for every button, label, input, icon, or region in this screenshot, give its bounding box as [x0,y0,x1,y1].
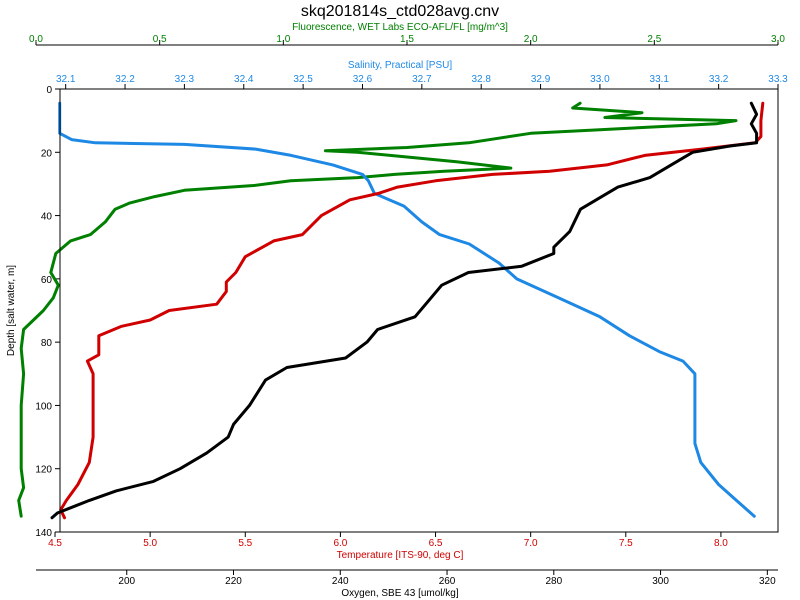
temperature-axis-title: Temperature [ITS-90, deg C] [337,550,464,561]
oxygen-axis-tick-label: 300 [652,576,669,587]
chart-title: skq201814s_ctd028avg.cnv [301,3,499,20]
temperature-axis-tick-label: 7.0 [524,538,538,549]
salinity-axis-tick-label: 32.8 [471,74,491,85]
axes-layer: 0 20 40 60 80 100 120 140 Depth [salt water, m] 0… [6,22,788,599]
oxygen-axis-tick-label: 280 [545,576,562,587]
oxygen-axis-tick-label: 260 [439,576,456,587]
oxygen-axis-tick-label: 200 [118,576,135,587]
y-axis-tick-label: 60 [41,275,53,286]
y-axis-tick-label: 120 [35,465,52,476]
fluorescence-axis-tick-label: 1.0 [276,34,290,45]
fluorescence-axis-title: Fluorescence, WET Labs ECO-AFL/FL [mg/m^… [292,22,508,33]
salinity-profile-line [58,101,756,518]
temperature-axis-tick-label: 8.0 [714,538,728,549]
y-axis-tick-label: 40 [41,212,53,223]
series-layer [17,101,765,520]
salinity-axis-tick-label: 33.0 [590,74,610,85]
fluorescence-axis-tick-label: 0.0 [29,34,43,45]
temperature-axis-tick-label: 6.5 [429,538,443,549]
oxygen-axis-tick-label: 320 [759,576,776,587]
temperature-axis-tick-label: 7.5 [619,538,633,549]
salinity-axis-tick-label: 32.4 [234,74,254,85]
temperature-axis-tick-label: 5.5 [238,538,252,549]
temperature-axis-tick-label: 5.0 [143,538,157,549]
fluorescence-axis-tick-label: 2.5 [647,34,661,45]
fluorescence-axis-tick-label: 3.0 [771,34,785,45]
y-axis-tick-label: 80 [41,338,53,349]
salinity-axis-tick-label: 33.3 [768,74,788,85]
y-axis-tick-label: 20 [41,148,53,159]
salinity-axis-tick-label: 32.6 [353,74,373,85]
fluorescence-axis-tick-label: 0.5 [153,34,167,45]
salinity-axis-tick-label: 32.3 [175,74,195,85]
y-axis-tick-label: 100 [35,401,52,412]
y-axis-tick-label: 0 [46,85,52,96]
fluorescence-axis-tick-label: 2.0 [524,34,538,45]
salinity-axis-tick-label: 32.5 [293,74,313,85]
temperature-profile-line [59,101,765,520]
salinity-axis-title: Salinity, Practical [PSU] [348,60,453,71]
salinity-axis-tick-label: 32.2 [115,74,135,85]
fluorescence-axis-tick-label: 1.5 [400,34,414,45]
salinity-axis-tick-label: 32.7 [412,74,432,85]
fluorescence-profile-line [17,101,738,518]
oxygen-axis-tick-label: 240 [332,576,349,587]
temperature-axis-tick-label: 4.5 [48,538,62,549]
y-axis-tick-label: 140 [35,528,52,539]
temperature-axis-tick-label: 6.0 [333,538,347,549]
salinity-axis-tick-label: 32.1 [56,74,76,85]
y-axis-title: Depth [salt water, m] [6,265,17,356]
salinity-axis-tick-label: 33.1 [650,74,670,85]
plot-area-frame [59,88,779,533]
oxygen-axis-title: Oxygen, SBE 43 [umol/kg] [341,588,459,599]
salinity-axis-tick-label: 32.9 [531,74,551,85]
oxygen-profile-line [50,101,759,520]
oxygen-axis-tick-label: 220 [225,576,242,587]
salinity-axis-tick-label: 33.2 [709,74,729,85]
